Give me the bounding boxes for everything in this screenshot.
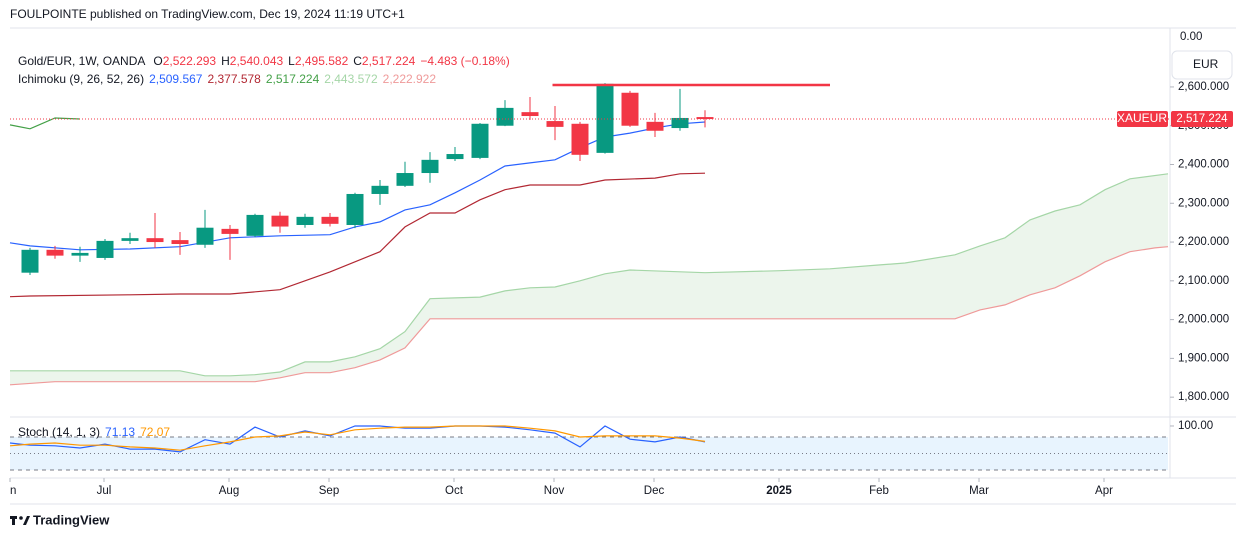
candle-body — [321, 216, 339, 224]
plot-layer — [9, 83, 1170, 471]
indicator-name: Ichimoku (9, 26, 52, 26) — [18, 72, 144, 86]
legend-value: 2,509.567 — [149, 72, 203, 86]
candle-body — [196, 227, 214, 245]
y-tick-label: 1,900.000 — [1178, 352, 1229, 364]
legend-value: 2,443.572 — [324, 72, 378, 86]
price-label: 2,517.224 — [1176, 113, 1228, 125]
candle-body — [546, 121, 564, 127]
legend-value: 72.07 — [140, 425, 170, 439]
candle-body — [421, 159, 439, 174]
y-tick-label: 2,400.000 — [1178, 159, 1229, 171]
candle-body — [471, 123, 489, 158]
candle-body — [446, 154, 464, 160]
candle-body — [296, 216, 314, 225]
ohlc-value: 2,517.224 — [362, 54, 416, 68]
x-tick-label: Nov — [544, 485, 565, 497]
price-label-box — [1171, 111, 1233, 128]
y-tick-label: 2,600.000 — [1178, 81, 1229, 93]
candle-body — [246, 214, 264, 236]
candle-body — [571, 123, 589, 155]
candle-body — [271, 215, 289, 227]
legend-value: 71.13 — [105, 425, 135, 439]
ohlc-name: L — [288, 54, 295, 68]
candle-body — [596, 83, 614, 153]
symbol-label: XAUEUR — [1117, 111, 1167, 125]
change-label: −4.483 (−0.18%) — [420, 54, 509, 68]
brand-name: TradingView — [33, 512, 110, 527]
candle-body — [71, 252, 89, 256]
candle-body — [621, 92, 639, 126]
ohlc-value: 2,522.293 — [163, 54, 217, 68]
candle-body — [146, 238, 164, 243]
ichimoku-cloud — [10, 173, 1168, 385]
symbol-label-box — [1117, 111, 1168, 128]
stoch-line — [9, 425, 706, 451]
x-tick-label: Apr — [1095, 485, 1113, 497]
currency-label: EUR — [1193, 57, 1219, 71]
indicator-legend: Ichimoku (9, 26, 52, 26) 2,509.567 2,377.5… — [18, 72, 436, 86]
x-tick-label: Jul — [97, 485, 112, 497]
candle-body — [221, 228, 239, 234]
y-tick-label: 1,800.000 — [1178, 391, 1229, 403]
candle-body — [496, 107, 514, 126]
symbol-legend: Gold/EUR, 1W, OANDA O2,522.293 H2,540.043 L… — [18, 54, 510, 68]
ichimoku-line — [9, 117, 81, 130]
y-tick-label: 2,300.000 — [1178, 197, 1229, 209]
top-label: 0.00 — [1180, 31, 1202, 43]
ohlc-name: O — [153, 54, 162, 68]
ohlc-name: C — [353, 54, 362, 68]
y-tick-label: 2,000.000 — [1178, 314, 1229, 326]
symbol-info: Gold/EUR, 1W, OANDA — [18, 54, 145, 68]
ichimoku-line — [10, 173, 1169, 377]
x-tick-label: Aug — [219, 485, 239, 497]
currency-button[interactable] — [1171, 50, 1233, 80]
y-tick-label: 2,100.000 — [1178, 275, 1229, 287]
candle-body — [346, 193, 364, 225]
legend-value: 2,517.224 — [266, 72, 320, 86]
x-tick-label: n — [10, 485, 16, 497]
candle-body — [46, 249, 64, 256]
candle-body — [696, 117, 714, 120]
legend-value: 2,222.922 — [383, 72, 437, 86]
ichimoku-line — [9, 172, 706, 298]
y-tick-label: 2,200.000 — [1178, 236, 1229, 248]
header-title: FOULPOINTE published on TradingView.com,… — [10, 7, 405, 21]
candle-body — [521, 112, 539, 117]
brand-logo — [10, 516, 30, 525]
ichimoku-line — [9, 246, 1169, 386]
candle-body — [671, 117, 689, 129]
stoch-name: Stoch (14, 1, 3) — [18, 425, 100, 439]
candle-body — [371, 185, 389, 194]
stoch-line — [9, 425, 706, 453]
x-tick-label: Dec — [644, 485, 665, 497]
x-tick-label: Sep — [319, 485, 339, 497]
y-tick-label: 100.00 — [1178, 420, 1213, 432]
ohlc-name: H — [221, 54, 230, 68]
candle-body — [21, 249, 39, 273]
ohlc-value: 2,495.582 — [295, 54, 349, 68]
legend-value: 2,377.578 — [207, 72, 261, 86]
x-tick-label: Oct — [445, 485, 464, 497]
candle-body — [171, 240, 189, 244]
candle-body — [646, 121, 664, 131]
x-tick-label: Feb — [869, 485, 889, 497]
candle-body — [121, 238, 139, 241]
candle-body — [396, 173, 414, 186]
x-tick-label: 2025 — [766, 485, 792, 497]
x-tick-label: Mar — [969, 485, 989, 497]
ohlc-value: 2,540.043 — [230, 54, 284, 68]
stoch-legend: Stoch (14, 1, 3) 71.13 72.07 — [18, 425, 170, 439]
candle-body — [96, 240, 114, 258]
